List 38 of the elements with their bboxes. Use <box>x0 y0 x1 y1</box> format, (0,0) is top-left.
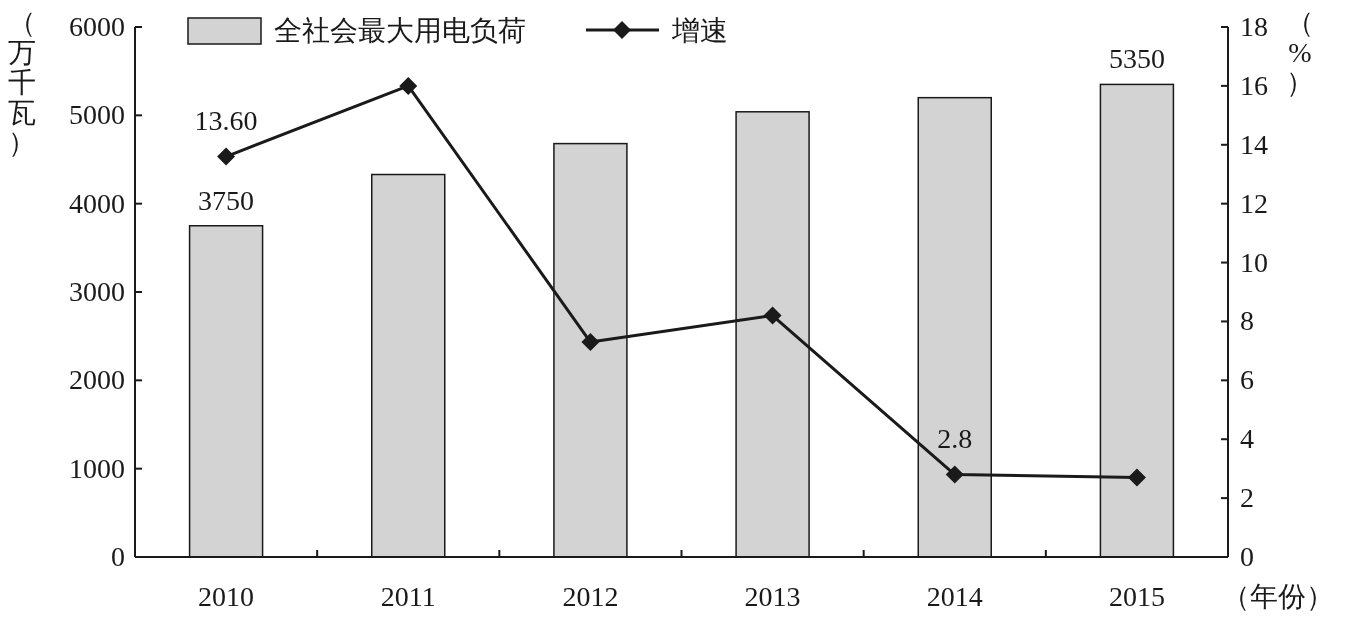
point <box>763 306 782 325</box>
y2-tick-label: 2 <box>1240 482 1254 514</box>
x-tick-label: 2015 <box>1108 581 1165 612</box>
y2-axis-title: （%） <box>1286 7 1314 98</box>
y-tick-label: 0 <box>111 541 125 572</box>
y-tick-label: 4000 <box>69 187 125 219</box>
point <box>945 465 964 484</box>
data-label: 2.8 <box>937 422 973 454</box>
y-tick-label: 1000 <box>69 452 125 484</box>
x-axis-title: （年份） <box>1222 581 1334 612</box>
y2-tick-label: 12 <box>1240 187 1268 219</box>
y2-tick-label: 0 <box>1240 541 1254 572</box>
data-label: 3750 <box>198 184 255 216</box>
y2-tick-label: 4 <box>1240 423 1254 455</box>
point <box>217 147 236 166</box>
point <box>1127 468 1146 487</box>
legend-label: 增速 <box>671 15 728 46</box>
y-axis-title: （万千瓦） <box>8 7 36 158</box>
x-tick-label: 2010 <box>198 581 255 612</box>
x-tick-label: 2012 <box>562 581 619 612</box>
y-tick-label: 6000 <box>69 11 125 42</box>
point <box>399 76 418 95</box>
y2-tick-label: 6 <box>1240 364 1254 396</box>
x-tick-label: 2011 <box>380 581 436 612</box>
x-tick-label: 2014 <box>926 581 983 612</box>
y2-tick-label: 10 <box>1240 246 1268 278</box>
y2-tick-label: 8 <box>1240 305 1254 337</box>
x-tick-label: 2013 <box>744 581 801 612</box>
y2-tick-label: 18 <box>1240 11 1268 42</box>
data-label: 5350 <box>1108 43 1165 75</box>
y-tick-label: 5000 <box>69 99 125 131</box>
legend-label: 全社会最大用电负荷 <box>274 15 526 46</box>
point <box>581 333 600 352</box>
y2-tick-label: 14 <box>1240 128 1268 160</box>
y2-tick-label: 16 <box>1240 69 1268 101</box>
y-tick-label: 2000 <box>69 364 125 396</box>
y-tick-label: 3000 <box>69 276 125 307</box>
data-label: 13.60 <box>194 104 258 136</box>
